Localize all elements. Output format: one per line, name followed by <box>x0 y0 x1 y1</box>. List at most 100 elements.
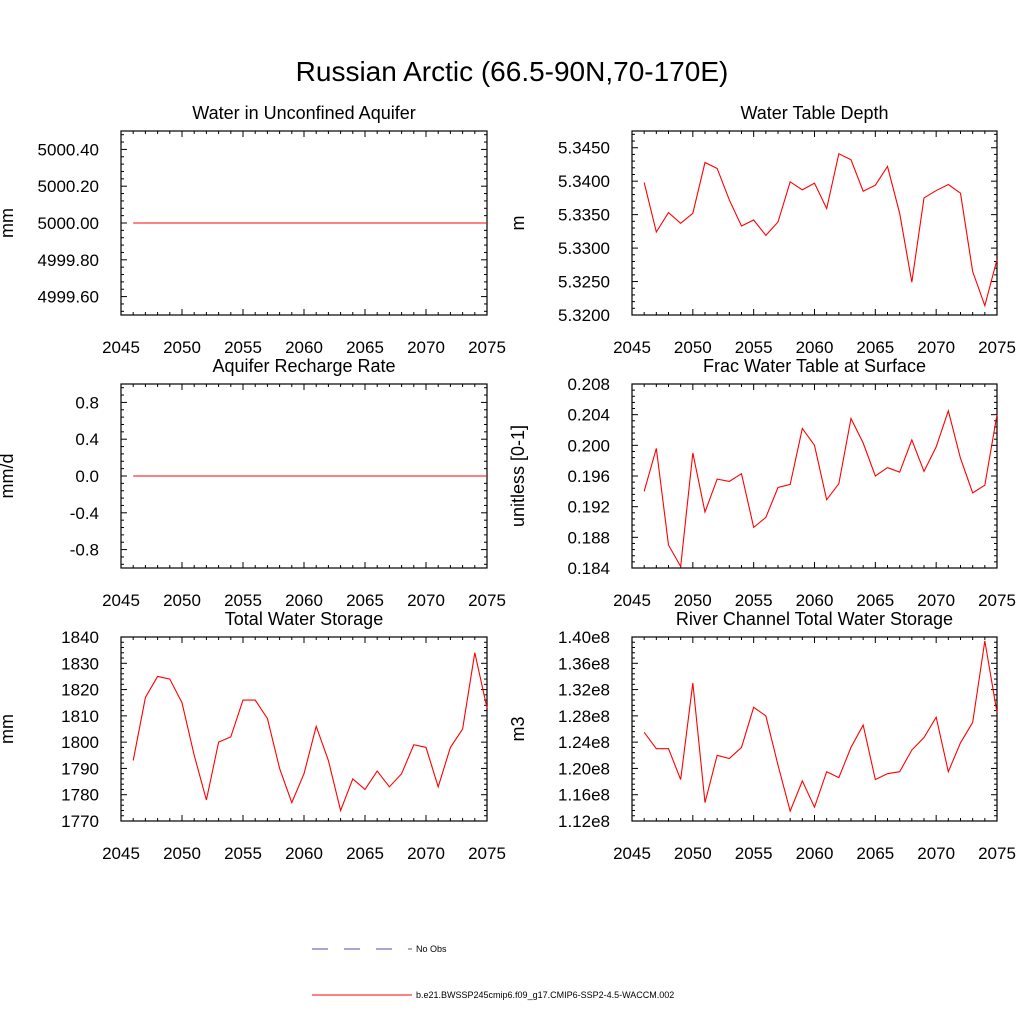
y-axis-label: unitless [0-1] <box>508 425 528 527</box>
y-tick-label: 1800 <box>61 733 99 752</box>
x-tick-label: 2055 <box>224 591 262 610</box>
y-tick-label: 0.200 <box>567 436 610 455</box>
y-tick-label: 1.28e8 <box>558 707 610 726</box>
x-tick-label: 2070 <box>407 338 445 357</box>
x-tick-label: 2060 <box>285 591 323 610</box>
y-tick-label: 1820 <box>61 681 99 700</box>
y-tick-label: 0.208 <box>567 375 610 394</box>
x-tick-label: 2075 <box>978 844 1016 863</box>
x-tick-label: 2060 <box>796 844 834 863</box>
x-tick-label: 2065 <box>856 338 894 357</box>
panels: 2045 2050 2055 2060 2065 2070 2075 4999.60 4999.… <box>0 103 1016 863</box>
y-tick-label: -0.8 <box>70 541 99 560</box>
legend-model-label: b.e21.BWSSP245cmip6.f09_g17.CMIP6-SSP2-4… <box>416 990 674 1000</box>
x-tick-label: 2050 <box>674 338 712 357</box>
x-tick-label: 2065 <box>346 338 384 357</box>
chart-panel-1: 2045 2050 2055 2060 2065 2070 2075 4999.60 4999.… <box>0 103 506 357</box>
y-tick-label: 5000.40 <box>38 140 99 159</box>
x-tick-label: 2075 <box>468 591 506 610</box>
x-tick-label: 2065 <box>856 591 894 610</box>
chart-panel-4: 2045 2050 2055 2060 2065 2070 2075 0.184 0.188 0.… <box>508 356 1016 610</box>
chart-title: Water in Unconfined Aquifer <box>192 103 415 123</box>
chart-panel-2: 2045 2050 2055 2060 2065 2070 2075 5.3200 5.3250… <box>508 103 1016 357</box>
x-tick-label: 2045 <box>102 844 140 863</box>
y-tick-label: 0.184 <box>567 559 610 578</box>
y-tick-label: 0.188 <box>567 528 610 547</box>
x-tick-label: 2070 <box>917 591 955 610</box>
chart-title: Water Table Depth <box>740 103 888 123</box>
y-tick-label: 0.8 <box>75 393 99 412</box>
series-line <box>643 640 998 813</box>
y-tick-label: 0.4 <box>75 430 99 449</box>
x-tick-label: 2065 <box>346 591 384 610</box>
x-tick-label: 2075 <box>978 591 1016 610</box>
y-tick-label: 1.36e8 <box>558 654 610 673</box>
chart-title: Total Water Storage <box>225 609 383 629</box>
y-tick-label: 4999.60 <box>38 288 99 307</box>
y-tick-label: 5.3200 <box>558 306 610 325</box>
x-tick-label: 2060 <box>285 844 323 863</box>
x-tick-label: 2050 <box>674 844 712 863</box>
plot-frame <box>631 130 998 316</box>
y-tick-label: 0.0 <box>75 467 99 486</box>
x-tick-label: 2045 <box>102 338 140 357</box>
y-tick-label: 5.3400 <box>558 172 610 191</box>
x-tick-label: 2075 <box>468 844 506 863</box>
x-tick-label: 2055 <box>735 591 773 610</box>
x-tick-label: 2065 <box>856 844 894 863</box>
legend: No Obs b.e21.BWSSP245cmip6.f09_g17.CMIP6… <box>312 944 674 1000</box>
y-tick-label: 1810 <box>61 707 99 726</box>
x-tick-label: 2070 <box>917 844 955 863</box>
y-tick-label: -0.4 <box>70 504 99 523</box>
x-tick-label: 2070 <box>407 844 445 863</box>
y-axis-label: mm/d <box>0 454 17 499</box>
y-tick-label: 1790 <box>61 759 99 778</box>
chart-title: Aquifer Recharge Rate <box>212 356 395 376</box>
legend-obs-label: No Obs <box>416 944 447 954</box>
x-tick-label: 2060 <box>285 338 323 357</box>
x-tick-label: 2070 <box>407 591 445 610</box>
y-tick-label: 1780 <box>61 786 99 805</box>
y-tick-label: 5000.20 <box>38 177 99 196</box>
figure-title: Russian Arctic (66.5-90N,70-170E) <box>295 56 729 87</box>
x-tick-label: 2050 <box>163 338 201 357</box>
y-tick-label: 1840 <box>61 628 99 647</box>
x-tick-label: 2070 <box>917 338 955 357</box>
y-tick-label: 1.20e8 <box>558 759 610 778</box>
chart-panel-3: 2045 2050 2055 2060 2065 2070 2075 -0.8 -0.4 0.0 0… <box>0 356 506 610</box>
y-axis-label: mm <box>0 208 17 238</box>
chart-panel-6: 2045 2050 2055 2060 2065 2070 2075 1.12e8 1.16e8… <box>508 609 1016 863</box>
series-line <box>643 152 998 308</box>
y-tick-label: 4999.80 <box>38 251 99 270</box>
x-tick-label: 2065 <box>346 844 384 863</box>
x-tick-label: 2050 <box>163 591 201 610</box>
plot-frame <box>120 636 488 822</box>
x-tick-label: 2075 <box>468 338 506 357</box>
y-tick-label: 1.16e8 <box>558 786 610 805</box>
y-tick-label: 1770 <box>61 812 99 831</box>
y-tick-label: 1.12e8 <box>558 812 610 831</box>
y-tick-label: 0.192 <box>567 498 610 517</box>
x-tick-label: 2060 <box>796 338 834 357</box>
plot-frame <box>631 383 998 569</box>
x-tick-label: 2050 <box>163 844 201 863</box>
y-tick-label: 5.3300 <box>558 239 610 258</box>
y-axis-label: m3 <box>508 716 528 741</box>
x-tick-label: 2045 <box>613 591 651 610</box>
x-tick-label: 2060 <box>796 591 834 610</box>
y-tick-label: 0.204 <box>567 406 610 425</box>
chart-title: River Channel Total Water Storage <box>676 609 953 629</box>
series-line <box>643 408 998 569</box>
y-tick-label: 1830 <box>61 654 99 673</box>
x-tick-label: 2075 <box>978 338 1016 357</box>
x-tick-label: 2055 <box>735 844 773 863</box>
y-tick-label: 1.40e8 <box>558 628 610 647</box>
x-tick-label: 2045 <box>102 591 140 610</box>
x-tick-label: 2055 <box>224 338 262 357</box>
y-axis-label: mm <box>0 714 17 744</box>
series-line <box>132 652 488 813</box>
y-axis-label: m <box>508 216 528 231</box>
y-tick-label: 5000.00 <box>38 214 99 233</box>
x-tick-label: 2055 <box>224 844 262 863</box>
